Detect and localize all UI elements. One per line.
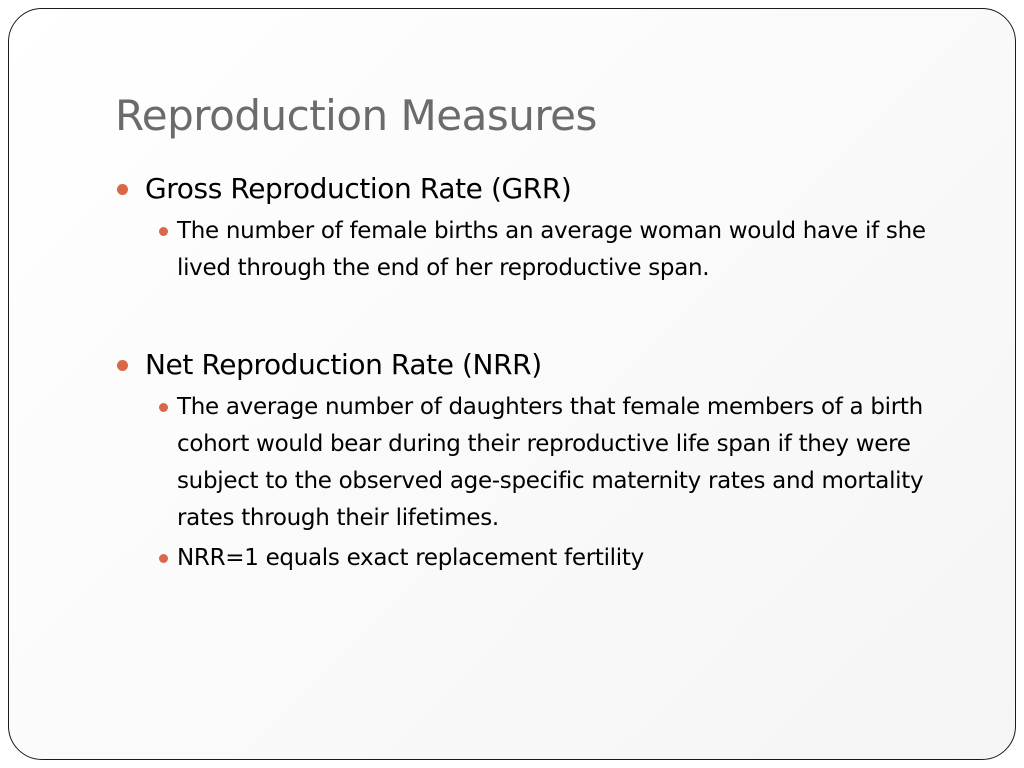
bullet-nrr: Net Reproduction Rate (NRR) bbox=[115, 345, 995, 385]
sub-bullet-dot-icon bbox=[159, 403, 168, 412]
bullet-nrr-text: Net Reproduction Rate (NRR) bbox=[145, 348, 542, 381]
slide-content: Gross Reproduction Rate (GRR) The number… bbox=[115, 169, 995, 577]
sub-bullet-nrr-replacement: NRR=1 equals exact replacement fertility bbox=[155, 540, 957, 577]
slide: Reproduction Measures Gross Reproduction… bbox=[8, 8, 1016, 760]
slide-title: Reproduction Measures bbox=[115, 91, 597, 140]
bullet-grr-text: Gross Reproduction Rate (GRR) bbox=[145, 172, 572, 205]
sub-bullet-nrr-replacement-text: NRR=1 equals exact replacement fertility bbox=[177, 545, 644, 571]
sub-bullet-grr-definition-text: The number of female births an average w… bbox=[177, 218, 926, 281]
sub-bullet-dot-icon bbox=[159, 227, 168, 236]
bullet-grr: Gross Reproduction Rate (GRR) bbox=[115, 169, 995, 209]
sub-bullet-nrr-definition: The average number of daughters that fem… bbox=[155, 389, 957, 537]
sub-bullet-dot-icon bbox=[159, 554, 168, 563]
bullet-dot-icon bbox=[117, 184, 128, 195]
bullet-dot-icon bbox=[117, 360, 128, 371]
sub-bullet-grr-definition: The number of female births an average w… bbox=[155, 213, 957, 287]
sub-bullet-nrr-definition-text: The average number of daughters that fem… bbox=[177, 394, 924, 531]
